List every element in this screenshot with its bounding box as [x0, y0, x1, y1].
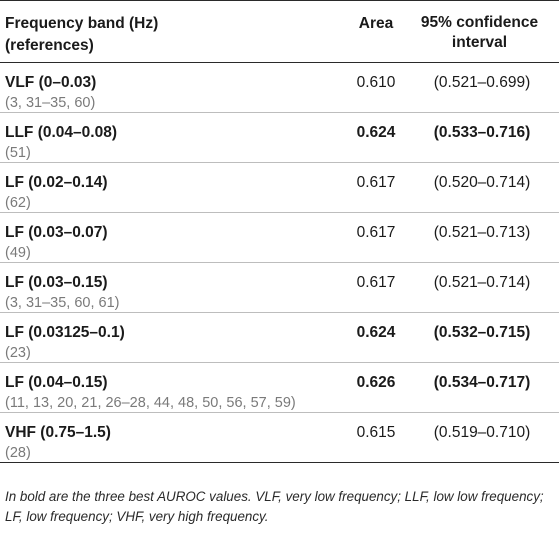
- table-row: LF (0.02–0.14) (62) 0.617 (0.520–0.714): [0, 162, 559, 212]
- row-divider: [0, 212, 559, 213]
- confidence-interval-value: (0.532–0.715): [433, 324, 531, 341]
- area-value: 0.617: [356, 174, 396, 191]
- header-ci-sublabel: interval: [451, 34, 508, 51]
- row-divider: [0, 262, 559, 263]
- area-value: 0.610: [356, 74, 396, 91]
- header-ci-label: 95% confidence: [420, 14, 539, 31]
- confidence-interval-value: (0.521–0.699): [433, 74, 531, 91]
- row-divider: [0, 412, 559, 413]
- frequency-band-name: LF (0.03–0.15): [5, 274, 108, 291]
- header-area: Area: [358, 15, 394, 32]
- area-value: 0.624: [356, 324, 396, 341]
- table-row: LF (0.03–0.15) (3, 31–35, 60, 61) 0.617 (0.…: [0, 262, 559, 312]
- row-divider: [0, 112, 559, 113]
- references: (3, 31–35, 60, 61): [5, 295, 120, 311]
- references: (11, 13, 20, 21, 26–28, 44, 48, 50, 56, …: [5, 395, 296, 411]
- frequency-band-name: LF (0.03–0.07): [5, 224, 108, 241]
- row-divider: [0, 362, 559, 363]
- frequency-band-name: LF (0.02–0.14): [5, 174, 108, 191]
- area-value: 0.624: [356, 124, 396, 141]
- table-row: LF (0.03–0.07) (49) 0.617 (0.521–0.713): [0, 212, 559, 262]
- references: (62): [5, 195, 31, 211]
- table-bottom-rule: [0, 462, 559, 463]
- references: (49): [5, 245, 31, 261]
- references: (28): [5, 445, 31, 461]
- table-row: LF (0.03125–0.1) (23) 0.624 (0.532–0.715): [0, 312, 559, 362]
- table-row: LF (0.04–0.15) (11, 13, 20, 21, 26–28, 44…: [0, 362, 559, 412]
- row-divider: [0, 312, 559, 313]
- table-row: VHF (0.75–1.5) (28) 0.615 (0.519–0.710): [0, 412, 559, 462]
- frequency-band-name: VLF (0–0.03): [5, 74, 97, 91]
- table-row: VLF (0–0.03) (3, 31–35, 60) 0.610 (0.521–0.…: [0, 62, 559, 112]
- table-footnote: In bold are the three best AUROC values.…: [5, 489, 544, 524]
- confidence-interval-value: (0.533–0.716): [433, 124, 531, 141]
- confidence-interval-value: (0.534–0.717): [433, 374, 531, 391]
- frequency-band-name: LF (0.04–0.15): [5, 374, 108, 391]
- confidence-interval-value: (0.521–0.714): [433, 274, 531, 291]
- confidence-interval-value: (0.521–0.713): [433, 224, 531, 241]
- frequency-band-name: LF (0.03125–0.1): [5, 324, 125, 341]
- header-confidence-interval: 95% confidence interval: [412, 13, 547, 53]
- references: (51): [5, 145, 31, 161]
- table-header: Frequency band (Hz) (references) Area 95…: [0, 0, 559, 62]
- header-bottom-rule: [0, 62, 559, 63]
- frequency-band-name: LLF (0.04–0.08): [5, 124, 117, 141]
- references: (23): [5, 345, 31, 361]
- area-value: 0.617: [356, 274, 396, 291]
- references: (3, 31–35, 60): [5, 95, 96, 111]
- table-top-rule: [0, 0, 559, 1]
- table-row: LLF (0.04–0.08) (51) 0.624 (0.533–0.716): [0, 112, 559, 162]
- header-band-sublabel: (references): [5, 37, 94, 54]
- header-frequency-band: Frequency band (Hz) (references): [5, 13, 158, 57]
- frequency-band-name: VHF (0.75–1.5): [5, 424, 111, 441]
- area-value: 0.626: [356, 374, 396, 391]
- row-divider: [0, 162, 559, 163]
- area-value: 0.617: [356, 224, 396, 241]
- confidence-interval-value: (0.519–0.710): [433, 424, 531, 441]
- header-band-label: Frequency band (Hz): [5, 15, 159, 32]
- area-value: 0.615: [356, 424, 396, 441]
- confidence-interval-value: (0.520–0.714): [433, 174, 531, 191]
